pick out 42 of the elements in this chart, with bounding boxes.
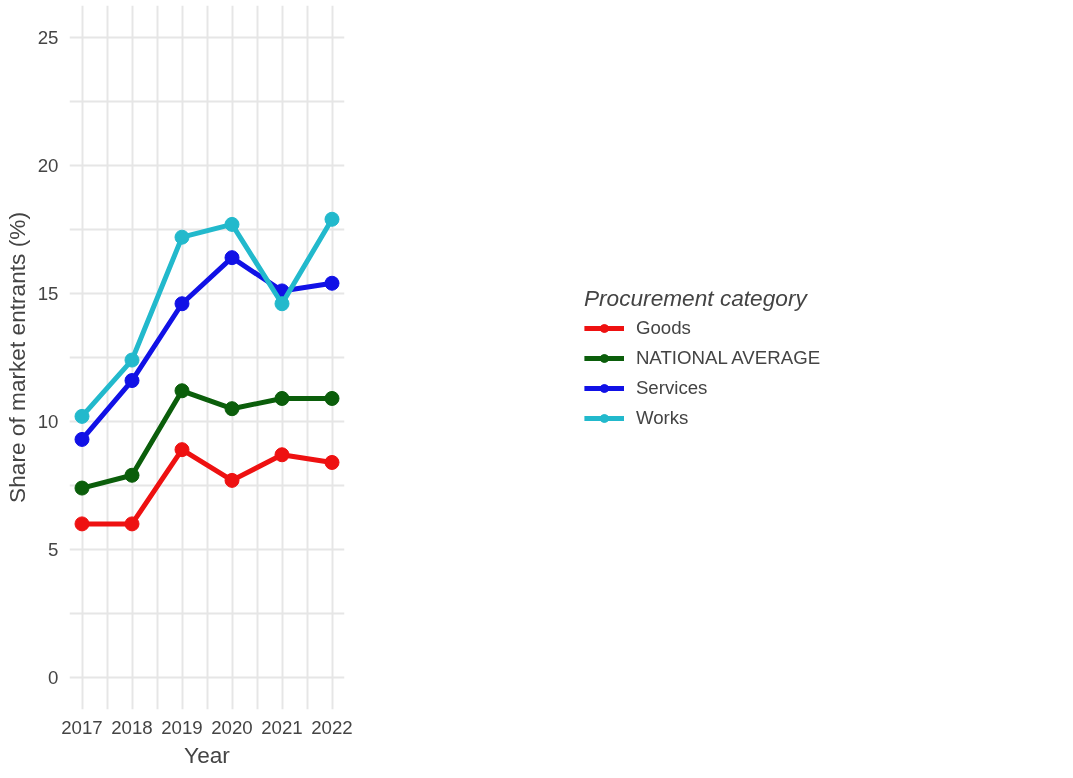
y-tick-label: 20 — [37, 155, 59, 176]
x-tick-label: 2017 — [61, 716, 103, 738]
y-tick-label: 0 — [48, 667, 59, 688]
point — [74, 480, 90, 496]
y-axis-title: Share of market entrants (%) — [3, 212, 30, 503]
point — [324, 275, 340, 291]
legend-title: Procurement category — [583, 285, 809, 312]
point — [274, 296, 290, 312]
point — [224, 216, 240, 232]
point — [324, 454, 340, 470]
point — [324, 211, 340, 227]
y-tick-label: 10 — [37, 411, 59, 432]
x-tick-label: 2021 — [261, 716, 303, 738]
point — [124, 352, 140, 368]
y-tick-label: 5 — [48, 539, 59, 560]
point — [174, 296, 190, 312]
point — [274, 390, 290, 406]
legend-label: Goods — [635, 317, 691, 339]
point — [74, 516, 90, 532]
legend-label: Services — [635, 377, 708, 399]
point — [174, 229, 190, 245]
point — [124, 516, 140, 532]
point — [124, 467, 140, 483]
point — [274, 447, 290, 463]
y-tick-label: 15 — [37, 283, 59, 304]
point — [74, 408, 90, 424]
x-axis-title: Year — [184, 741, 231, 768]
x-tick-label: 2019 — [161, 716, 203, 738]
point — [174, 442, 190, 458]
x-tick-label: 2022 — [311, 716, 353, 738]
point — [224, 472, 240, 488]
point — [224, 250, 240, 266]
point — [324, 390, 340, 406]
legend-label: Works — [635, 407, 689, 429]
x-tick-label: 2018 — [111, 716, 153, 738]
y-tick-label: 25 — [37, 27, 59, 48]
point — [124, 373, 140, 389]
x-tick-label: 2020 — [211, 716, 253, 738]
point — [224, 401, 240, 417]
point — [174, 383, 190, 399]
point — [74, 431, 90, 447]
legend-label: NATIONAL AVERAGE — [635, 347, 821, 369]
